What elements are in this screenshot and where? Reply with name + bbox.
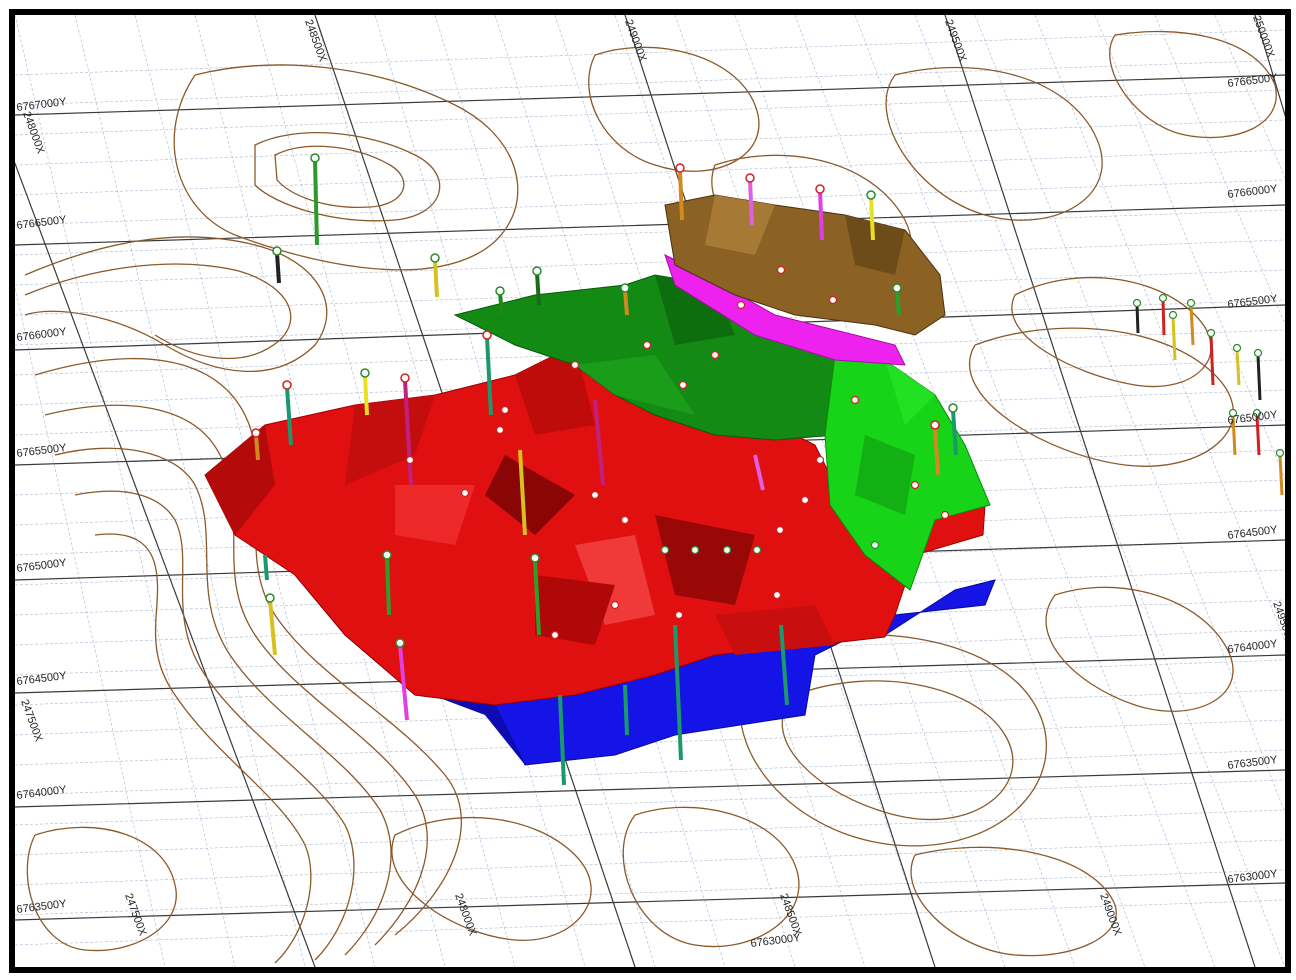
geological-3d-view[interactable]: 6767000Y 6766500Y 6766000Y 6765500Y 6765… — [15, 15, 1285, 967]
drillholes[interactable] — [251, 153, 1285, 786]
drillhole[interactable] — [382, 550, 392, 616]
drillhole-collars-interior — [405, 265, 950, 640]
drillhole[interactable] — [675, 163, 685, 221]
drillhole[interactable] — [282, 380, 293, 446]
drillhole[interactable] — [620, 283, 630, 316]
drillhole[interactable] — [866, 190, 876, 241]
light-green-solid[interactable] — [824, 354, 991, 591]
drillhole[interactable] — [779, 624, 789, 706]
drillhole[interactable] — [948, 403, 958, 456]
drillhole[interactable] — [400, 373, 413, 486]
drillhole[interactable] — [593, 399, 605, 486]
drillhole[interactable] — [310, 153, 320, 246]
drillhole[interactable] — [430, 253, 440, 298]
brown-solid[interactable] — [664, 194, 946, 336]
drillhole[interactable] — [815, 184, 825, 241]
label-x-left-0: 248000X — [20, 110, 47, 156]
label-y-right-0: 6766500Y — [1227, 72, 1279, 90]
topographic-contours — [24, 30, 1277, 964]
drillhole[interactable] — [673, 624, 683, 761]
drillhole[interactable] — [530, 553, 541, 636]
label-y-left-5: 6764500Y — [16, 670, 68, 688]
drillhole[interactable] — [495, 286, 505, 316]
drillhole[interactable] — [263, 554, 269, 581]
label-y-left-1: 6766500Y — [16, 214, 68, 232]
drillhole[interactable] — [930, 420, 940, 476]
drillhole[interactable] — [558, 694, 566, 786]
label-y-bottom: 6763000Y — [750, 932, 802, 950]
drillhole[interactable] — [360, 368, 370, 416]
label-x-top-2: 249500X — [942, 18, 969, 64]
drillhole[interactable] — [892, 283, 902, 316]
drillhole[interactable] — [251, 428, 261, 461]
label-y-right-2: 6765500Y — [1227, 293, 1279, 311]
label-y-left-6: 6764000Y — [16, 784, 68, 802]
label-y-left-2: 6766000Y — [16, 326, 68, 344]
label-y-left-4: 6765000Y — [16, 557, 68, 575]
label-x-top-0: 248500X — [302, 18, 329, 64]
label-x-bottom-0: 247500X — [122, 892, 149, 938]
label-x-top-1: 249000X — [622, 18, 649, 64]
drillhole[interactable] — [623, 684, 629, 736]
drillhole[interactable] — [482, 330, 493, 416]
drillhole[interactable] — [272, 246, 282, 284]
drillhole[interactable] — [518, 449, 527, 536]
label-x-left-1: 247500X — [18, 698, 45, 744]
label-y-left-3: 6765500Y — [16, 442, 68, 460]
label-x-top-3: 250000X — [1250, 15, 1277, 60]
label-y-left-0: 6767000Y — [16, 96, 68, 114]
label-x-bottom-2: 248500X — [777, 892, 804, 938]
3d-map-viewport[interactable]: 6767000Y 6766500Y 6766000Y 6765500Y 6765… — [9, 9, 1291, 973]
label-y-right-6: 6763500Y — [1227, 754, 1279, 772]
label-y-right-4: 6764500Y — [1227, 524, 1279, 542]
drillhole[interactable] — [265, 593, 277, 656]
drillhole[interactable] — [745, 173, 755, 226]
drillhole[interactable] — [753, 454, 765, 491]
drillhole[interactable] — [532, 266, 542, 306]
label-y-right-1: 6766000Y — [1227, 183, 1279, 201]
drillhole-cluster-east[interactable] — [1132, 293, 1285, 496]
drillhole[interactable] — [395, 638, 409, 721]
label-y-right-5: 6764000Y — [1227, 638, 1279, 656]
